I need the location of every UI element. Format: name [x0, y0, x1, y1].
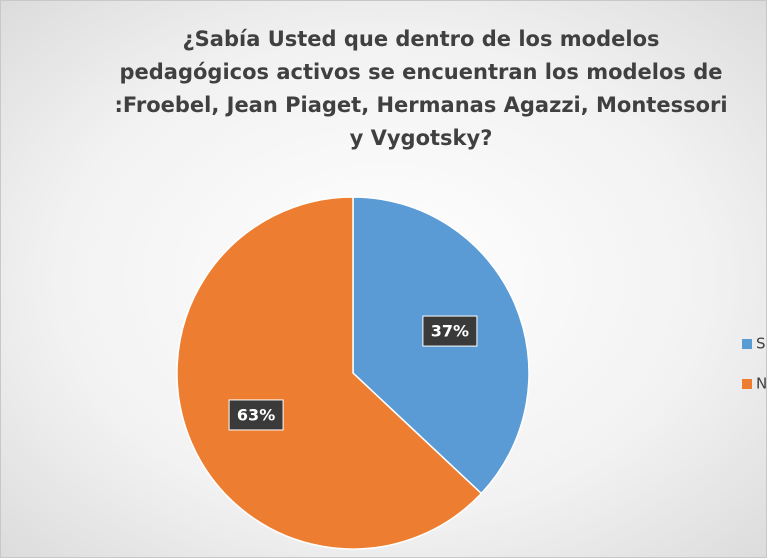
chart-title: ¿Sabía Usted que dentro de los modelos p… [114, 27, 728, 150]
pie-slice [176, 196, 483, 550]
label-box [228, 399, 284, 431]
legend-swatch [742, 339, 752, 349]
legend-label: No [756, 375, 766, 393]
legend-label: Si [756, 335, 766, 353]
legend-swatch [742, 379, 752, 389]
label-box [422, 315, 478, 347]
data-label: 63% [237, 405, 275, 424]
data-label: 37% [431, 322, 469, 341]
